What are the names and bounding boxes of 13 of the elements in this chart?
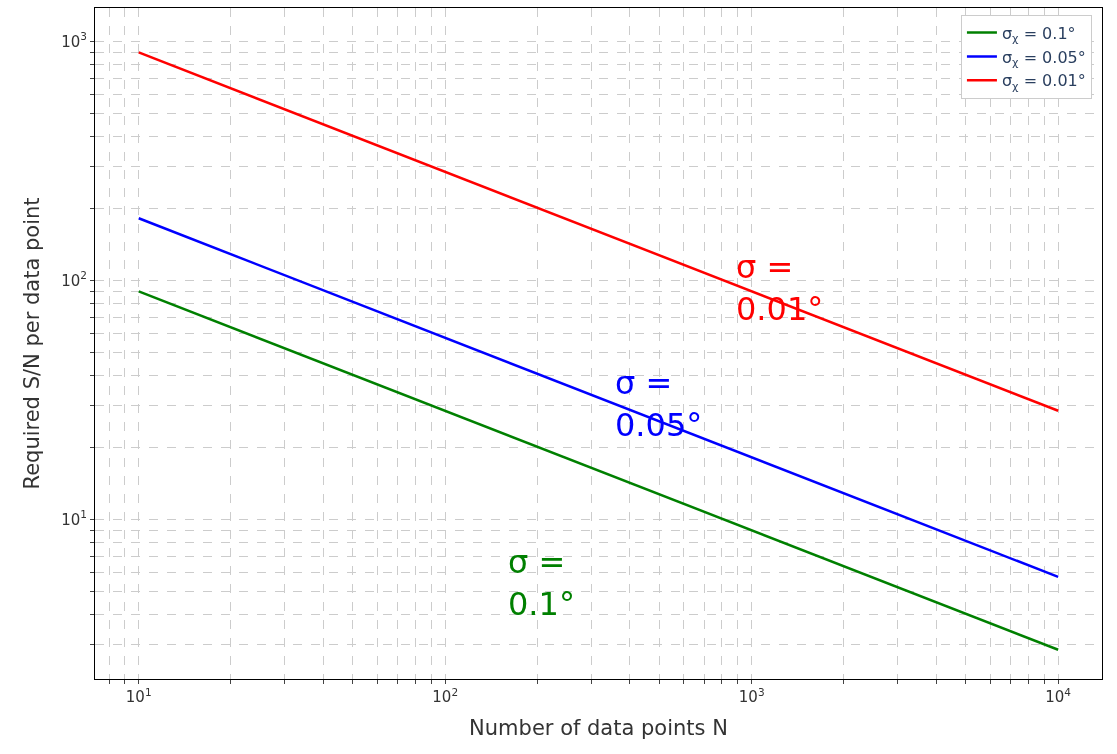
x-tick-label: 10$^{4}$ [1045,685,1072,706]
legend-label: σ$_{χ}$ = 0.05° [1001,47,1086,70]
legend-label: σ$_{χ}$ = 0.1° [1001,23,1076,46]
annotation: σ = 0.1° [508,543,575,623]
x-tick-label: 10$^{2}$ [432,685,459,706]
x-tick-label: 10$^{1}$ [125,685,152,706]
x-axis-title: Number of data points N [469,716,728,741]
y-axis-title: Required S/N per data point [20,197,45,490]
x-tick-label: 10$^{3}$ [738,685,765,706]
y-tick-label: 10$^{2}$ [61,269,87,290]
legend-label: σ$_{χ}$ = 0.01° [1001,71,1086,93]
y-tick-label: 10$^{3}$ [61,30,87,51]
y-tick-label: 10$^{1}$ [61,508,87,529]
